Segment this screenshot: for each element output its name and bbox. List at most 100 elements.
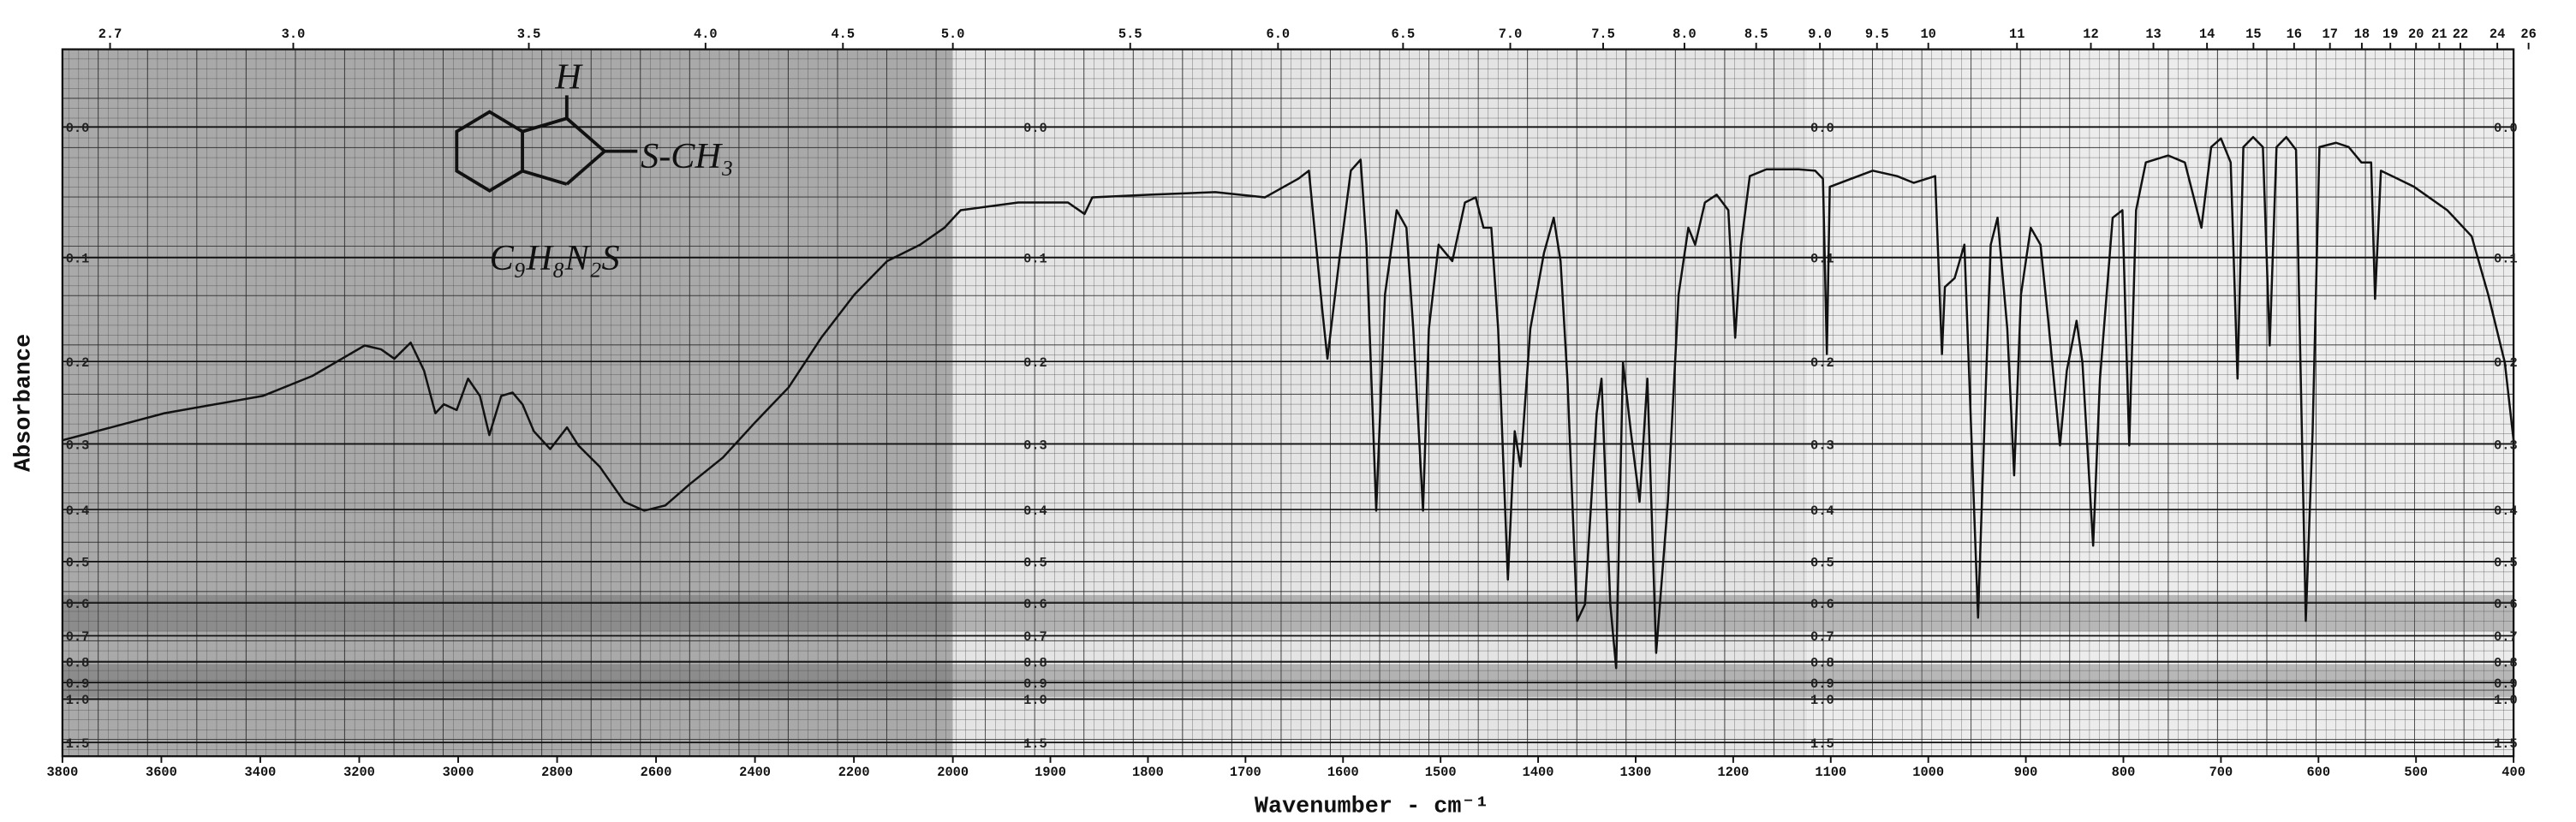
- y-tick-label: 0.1: [66, 252, 90, 267]
- x2-tick-label: 19: [2382, 27, 2398, 42]
- annotation: S-CH₃: [641, 136, 733, 176]
- y-tick-label: 0.9: [1023, 676, 1047, 692]
- x2-tick-label: 4.0: [694, 27, 718, 42]
- x2-tick-label: 6.0: [1267, 27, 1291, 42]
- x-tick-label: 1600: [1327, 765, 1359, 780]
- y-tick-label: 0.8: [1810, 656, 1834, 671]
- scan-band: [62, 664, 2514, 698]
- x2-tick-label: 22: [2453, 27, 2468, 42]
- scan-band: [62, 595, 2514, 632]
- y-tick-label: 0.4: [2494, 503, 2518, 519]
- x2-tick-label: 2.7: [98, 27, 122, 42]
- x-tick-label: 3600: [146, 765, 177, 780]
- x2-tick-label: 15: [2245, 27, 2261, 42]
- y-tick-label: 0.6: [1810, 597, 1834, 612]
- x-tick-label: 3800: [46, 765, 78, 780]
- x2-tick-label: 20: [2408, 27, 2424, 42]
- x-tick-label: 700: [2209, 765, 2233, 780]
- x2-tick-label: 3.5: [517, 27, 541, 42]
- spectrum-line: [62, 135, 2515, 670]
- y-tick-label: 0.3: [1023, 438, 1047, 453]
- y-tick-label: 0.6: [1023, 597, 1047, 612]
- y-tick-label: 0.6: [66, 597, 90, 612]
- y-tick-label: 0.3: [2494, 438, 2518, 453]
- y-tick-label: 0.4: [1810, 503, 1834, 519]
- x-tick-label: 3000: [443, 765, 474, 780]
- y-tick-label: 0.4: [66, 503, 90, 519]
- y-tick-label: 0.9: [1810, 676, 1834, 692]
- y-tick-label: 0.8: [2494, 656, 2518, 671]
- y-tick-label: 1.0: [2494, 693, 2518, 708]
- x2-tick-label: 10: [1920, 27, 1935, 42]
- y-tick-label: 0.8: [66, 656, 90, 671]
- y-tick-label: 0.5: [1023, 556, 1047, 571]
- y-tick-label: 0.5: [2494, 556, 2518, 571]
- x-tick-label: 1000: [1912, 765, 1944, 780]
- y-tick-label: 0.5: [66, 556, 90, 571]
- x-tick-label: 2600: [641, 765, 672, 780]
- x2-tick-label: 4.5: [831, 27, 855, 42]
- structure-drawing: [455, 95, 638, 193]
- y-tick-label: 0.0: [1023, 121, 1047, 136]
- y-tick-label: 0.9: [66, 676, 90, 692]
- x-tick-label: 2800: [541, 765, 573, 780]
- y-tick-label: 0.5: [1810, 556, 1834, 571]
- y-tick-label: 0.2: [66, 355, 90, 371]
- y-tick-label: 0.0: [66, 121, 90, 136]
- x-tick-label: 900: [2014, 765, 2038, 780]
- x2-tick-label: 9.0: [1808, 27, 1832, 42]
- x2-tick-label: 5.0: [941, 27, 965, 42]
- y-tick-label: 0.1: [1810, 252, 1834, 267]
- x-tick-label: 600: [2306, 765, 2330, 780]
- y-tick-label: 0.1: [2494, 252, 2518, 267]
- x2-tick-label: 5.5: [1118, 27, 1142, 42]
- y-tick-label: 1.0: [1023, 693, 1047, 708]
- x-tick-label: 800: [2112, 765, 2136, 780]
- y-axis-label: Absorbance: [12, 334, 38, 472]
- annotation: H: [554, 57, 583, 98]
- y-tick-label: 1.5: [2494, 736, 2518, 752]
- x2-tick-label: 13: [2145, 27, 2161, 42]
- y-tick-label: 1.5: [1810, 736, 1834, 752]
- y-tick-label: 0.8: [1023, 656, 1047, 671]
- y-tick-label: 0.0: [2494, 121, 2518, 136]
- y-tick-label: 0.6: [2494, 597, 2518, 612]
- x-tick-label: 2400: [739, 765, 771, 780]
- x2-tick-label: 7.5: [1591, 27, 1615, 42]
- x2-tick-label: 8.5: [1744, 27, 1768, 42]
- x-tick-label: 1500: [1425, 765, 1457, 780]
- y-tick-label: 0.7: [1810, 629, 1834, 645]
- y-tick-label: 0.0: [1810, 121, 1834, 136]
- x-tick-label: 3200: [343, 765, 375, 780]
- x-tick-label: 1800: [1132, 765, 1164, 780]
- x2-tick-label: 14: [2199, 27, 2215, 42]
- x2-tick-label: 24: [2490, 27, 2505, 42]
- x2-tick-label: 3.0: [282, 27, 306, 42]
- x-tick-label: 3400: [245, 765, 277, 780]
- y-tick-label: 1.5: [66, 736, 90, 752]
- y-tick-label: 0.2: [1810, 355, 1834, 371]
- y-tick-label: 0.2: [1023, 355, 1047, 371]
- x2-tick-label: 26: [2520, 27, 2536, 42]
- x-tick-label: 500: [2404, 765, 2428, 780]
- x2-tick-label: 6.5: [1392, 27, 1416, 42]
- x2-tick-label: 11: [2009, 27, 2024, 42]
- y-tick-label: 1.5: [1023, 736, 1047, 752]
- x-tick-label: 1100: [1815, 765, 1846, 780]
- x2-tick-label: 7.0: [1499, 27, 1523, 42]
- x2-tick-label: 18: [2354, 27, 2370, 42]
- y-tick-label: 0.3: [1810, 438, 1834, 453]
- y-tick-label: 1.0: [66, 693, 90, 708]
- x-tick-label: 1900: [1035, 765, 1066, 780]
- x2-tick-label: 12: [2083, 27, 2098, 42]
- y-tick-label: 0.7: [2494, 629, 2518, 645]
- y-tick-label: 0.1: [1023, 252, 1047, 267]
- y-tick-label: 0.7: [1023, 629, 1047, 645]
- x-tick-label: 1700: [1230, 765, 1261, 780]
- x-tick-label: 1400: [1523, 765, 1554, 780]
- y-tick-label: 0.7: [66, 629, 90, 645]
- x-axis-label: Wavenumber - cm⁻¹: [1255, 794, 1489, 819]
- paper-grid-major: [62, 49, 2514, 757]
- x2-tick-label: 21: [2431, 27, 2447, 42]
